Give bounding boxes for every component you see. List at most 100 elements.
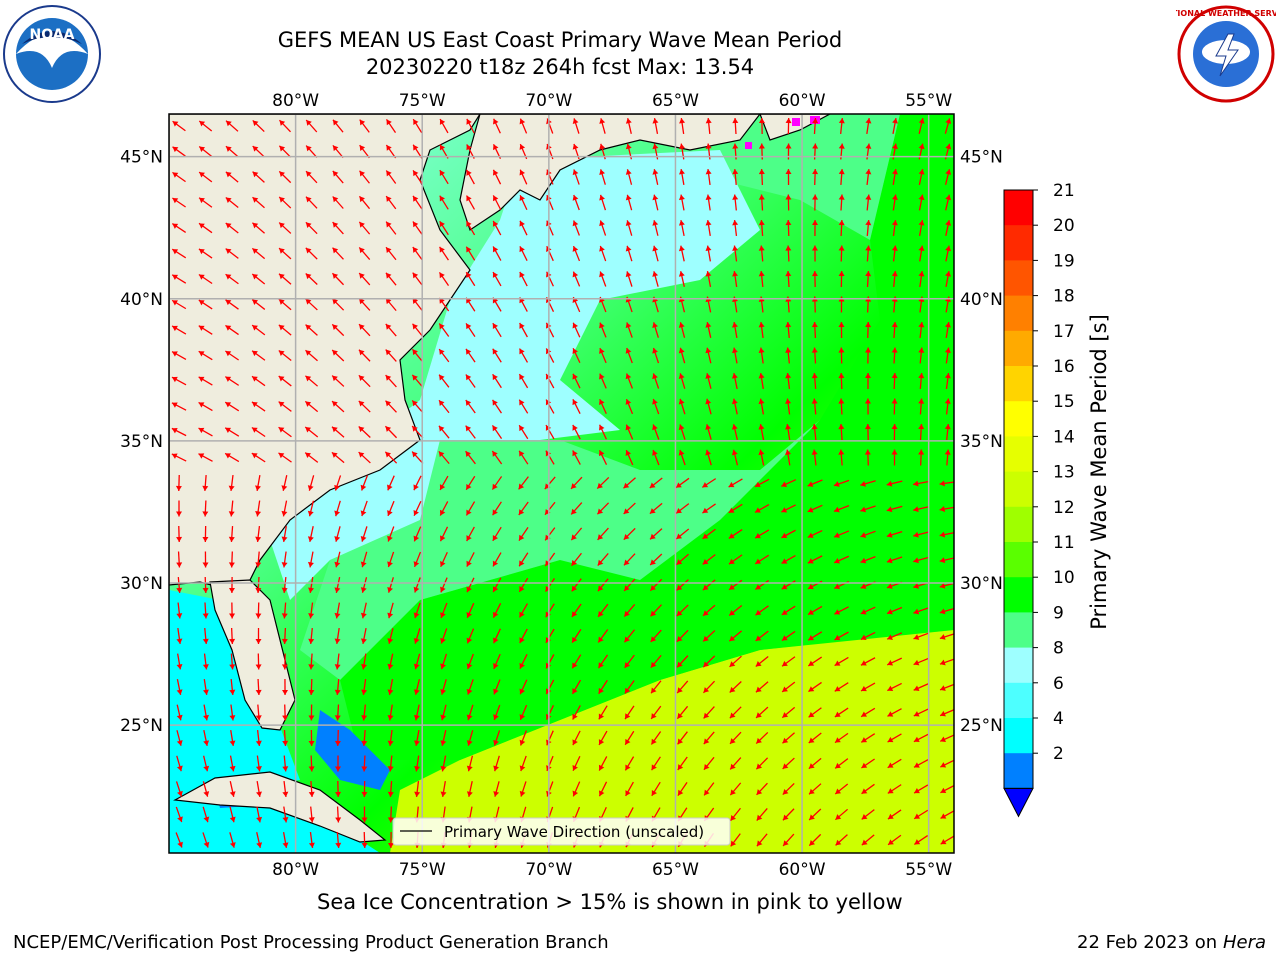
wave-arrow-head bbox=[702, 584, 709, 591]
wave-arrow-head bbox=[728, 533, 735, 539]
wave-arrow-head bbox=[755, 532, 761, 539]
wave-arrow-head bbox=[385, 323, 392, 330]
wave-arrow-head bbox=[466, 688, 473, 695]
wave-arrow-head bbox=[650, 661, 657, 668]
wave-arrow-head bbox=[652, 194, 659, 201]
wave-arrow-head bbox=[599, 373, 605, 380]
wave-arrow-head bbox=[676, 584, 683, 591]
wave-arrow-head bbox=[202, 562, 209, 568]
wave-arrow-head bbox=[519, 374, 525, 380]
wave-arrow-head bbox=[225, 171, 232, 178]
wave-arrow-head bbox=[939, 659, 946, 666]
wave-arrow-head bbox=[334, 561, 341, 568]
wave-arrow-head bbox=[703, 635, 709, 642]
wave-arrow-head bbox=[332, 324, 338, 331]
noaa-logo: NOAA bbox=[3, 5, 101, 103]
wave-arrow-head bbox=[758, 449, 765, 456]
wave-arrow-head bbox=[838, 271, 845, 277]
wave-arrow-head bbox=[413, 509, 419, 516]
wave-arrow-head bbox=[807, 532, 814, 538]
wave-arrow-head bbox=[332, 247, 339, 254]
wave-arrow-head bbox=[598, 764, 605, 771]
zone-6s bbox=[169, 590, 300, 820]
lon-tick-label: 65°W bbox=[652, 860, 699, 880]
wave-arrow-head bbox=[705, 373, 712, 379]
nws-logo: NATIONAL WEATHER SERVICE bbox=[1176, 5, 1276, 103]
wave-arrow-head bbox=[807, 558, 814, 564]
wave-arrow-head bbox=[386, 144, 392, 151]
wave-arrow-head bbox=[704, 789, 710, 796]
wave-arrow-head bbox=[705, 322, 712, 328]
wave-arrow-head bbox=[758, 118, 765, 124]
colorbar-border bbox=[1003, 189, 1034, 789]
wave-arrow-head bbox=[730, 814, 736, 821]
wave-arrow-head bbox=[519, 790, 526, 797]
wave-arrow-head bbox=[439, 221, 445, 228]
wave-arrow-head bbox=[493, 791, 500, 797]
colorbar-segment bbox=[1004, 506, 1033, 543]
wave-arrow-head bbox=[256, 816, 263, 823]
wave-arrow-head bbox=[225, 376, 232, 382]
wave-arrow-head bbox=[177, 790, 183, 797]
wave-arrow-head bbox=[913, 480, 919, 487]
wave-arrow-head bbox=[887, 788, 894, 794]
wave-arrow-head bbox=[252, 222, 259, 229]
wave-arrow-head bbox=[758, 424, 765, 430]
wave-arrow-head bbox=[413, 663, 420, 670]
wave-arrow-head bbox=[176, 613, 183, 619]
wave-arrow-head bbox=[650, 610, 657, 617]
wave-arrow-head bbox=[598, 450, 605, 457]
wave-arrow-head bbox=[598, 636, 604, 643]
wave-arrow-head bbox=[225, 299, 232, 306]
wave-arrow-head bbox=[358, 452, 365, 458]
wave-arrow-head bbox=[860, 557, 867, 564]
wave-arrow-head bbox=[758, 220, 765, 226]
wave-arrow-head bbox=[703, 661, 709, 668]
wave-arrow-head bbox=[891, 322, 898, 328]
wave-arrow-head bbox=[598, 790, 605, 797]
wave-arrow-head bbox=[728, 481, 735, 488]
wave-arrow-head bbox=[492, 425, 498, 432]
wave-arrow-head bbox=[256, 842, 263, 848]
wave-arrow-head bbox=[918, 220, 925, 226]
wave-arrow-head bbox=[229, 664, 236, 670]
wave-arrow-head bbox=[625, 790, 631, 796]
wave-arrow-head bbox=[785, 245, 792, 251]
wave-arrow-head bbox=[281, 613, 288, 619]
wave-arrow-head bbox=[861, 711, 867, 717]
wave-arrow-head bbox=[599, 169, 605, 176]
wave-arrow-head bbox=[439, 484, 446, 490]
wave-arrow-head bbox=[887, 660, 894, 666]
wave-arrow-head bbox=[307, 536, 314, 542]
wave-arrow-head bbox=[492, 374, 498, 381]
wave-arrow-head bbox=[860, 609, 867, 615]
wave-arrow-head bbox=[702, 482, 709, 488]
wave-arrow-head bbox=[940, 787, 947, 794]
wave-arrow-head bbox=[944, 398, 951, 404]
wave-arrow-head bbox=[732, 169, 739, 175]
wave-arrow-head bbox=[518, 483, 525, 490]
wave-arrow-head bbox=[202, 664, 209, 670]
wave-arrow-head bbox=[439, 349, 445, 355]
wave-arrow-head bbox=[412, 451, 418, 458]
wave-arrow-head bbox=[226, 120, 232, 127]
land-cuba bbox=[173, 771, 387, 843]
wave-arrow-head bbox=[412, 195, 419, 202]
wave-arrow-head bbox=[305, 247, 312, 254]
wave-arrow-head bbox=[861, 788, 868, 794]
wave-arrow-head bbox=[332, 222, 339, 228]
wave-arrow-head bbox=[251, 401, 258, 408]
wave-arrow-head bbox=[518, 534, 525, 541]
wave-arrow-head bbox=[255, 766, 262, 772]
wave-arrow-head bbox=[332, 401, 338, 407]
wave-arrow-head bbox=[466, 272, 472, 279]
wave-arrow-head bbox=[676, 507, 682, 514]
wave-arrow-head bbox=[678, 322, 685, 328]
wave-arrow-head bbox=[492, 586, 499, 593]
wave-arrow-head bbox=[623, 508, 630, 514]
wave-arrow-head bbox=[412, 298, 419, 304]
wave-arrow-head bbox=[571, 508, 577, 515]
wave-arrow-head bbox=[886, 506, 893, 513]
wave-arrow-head bbox=[598, 687, 604, 694]
wave-arrow-head bbox=[492, 560, 499, 567]
